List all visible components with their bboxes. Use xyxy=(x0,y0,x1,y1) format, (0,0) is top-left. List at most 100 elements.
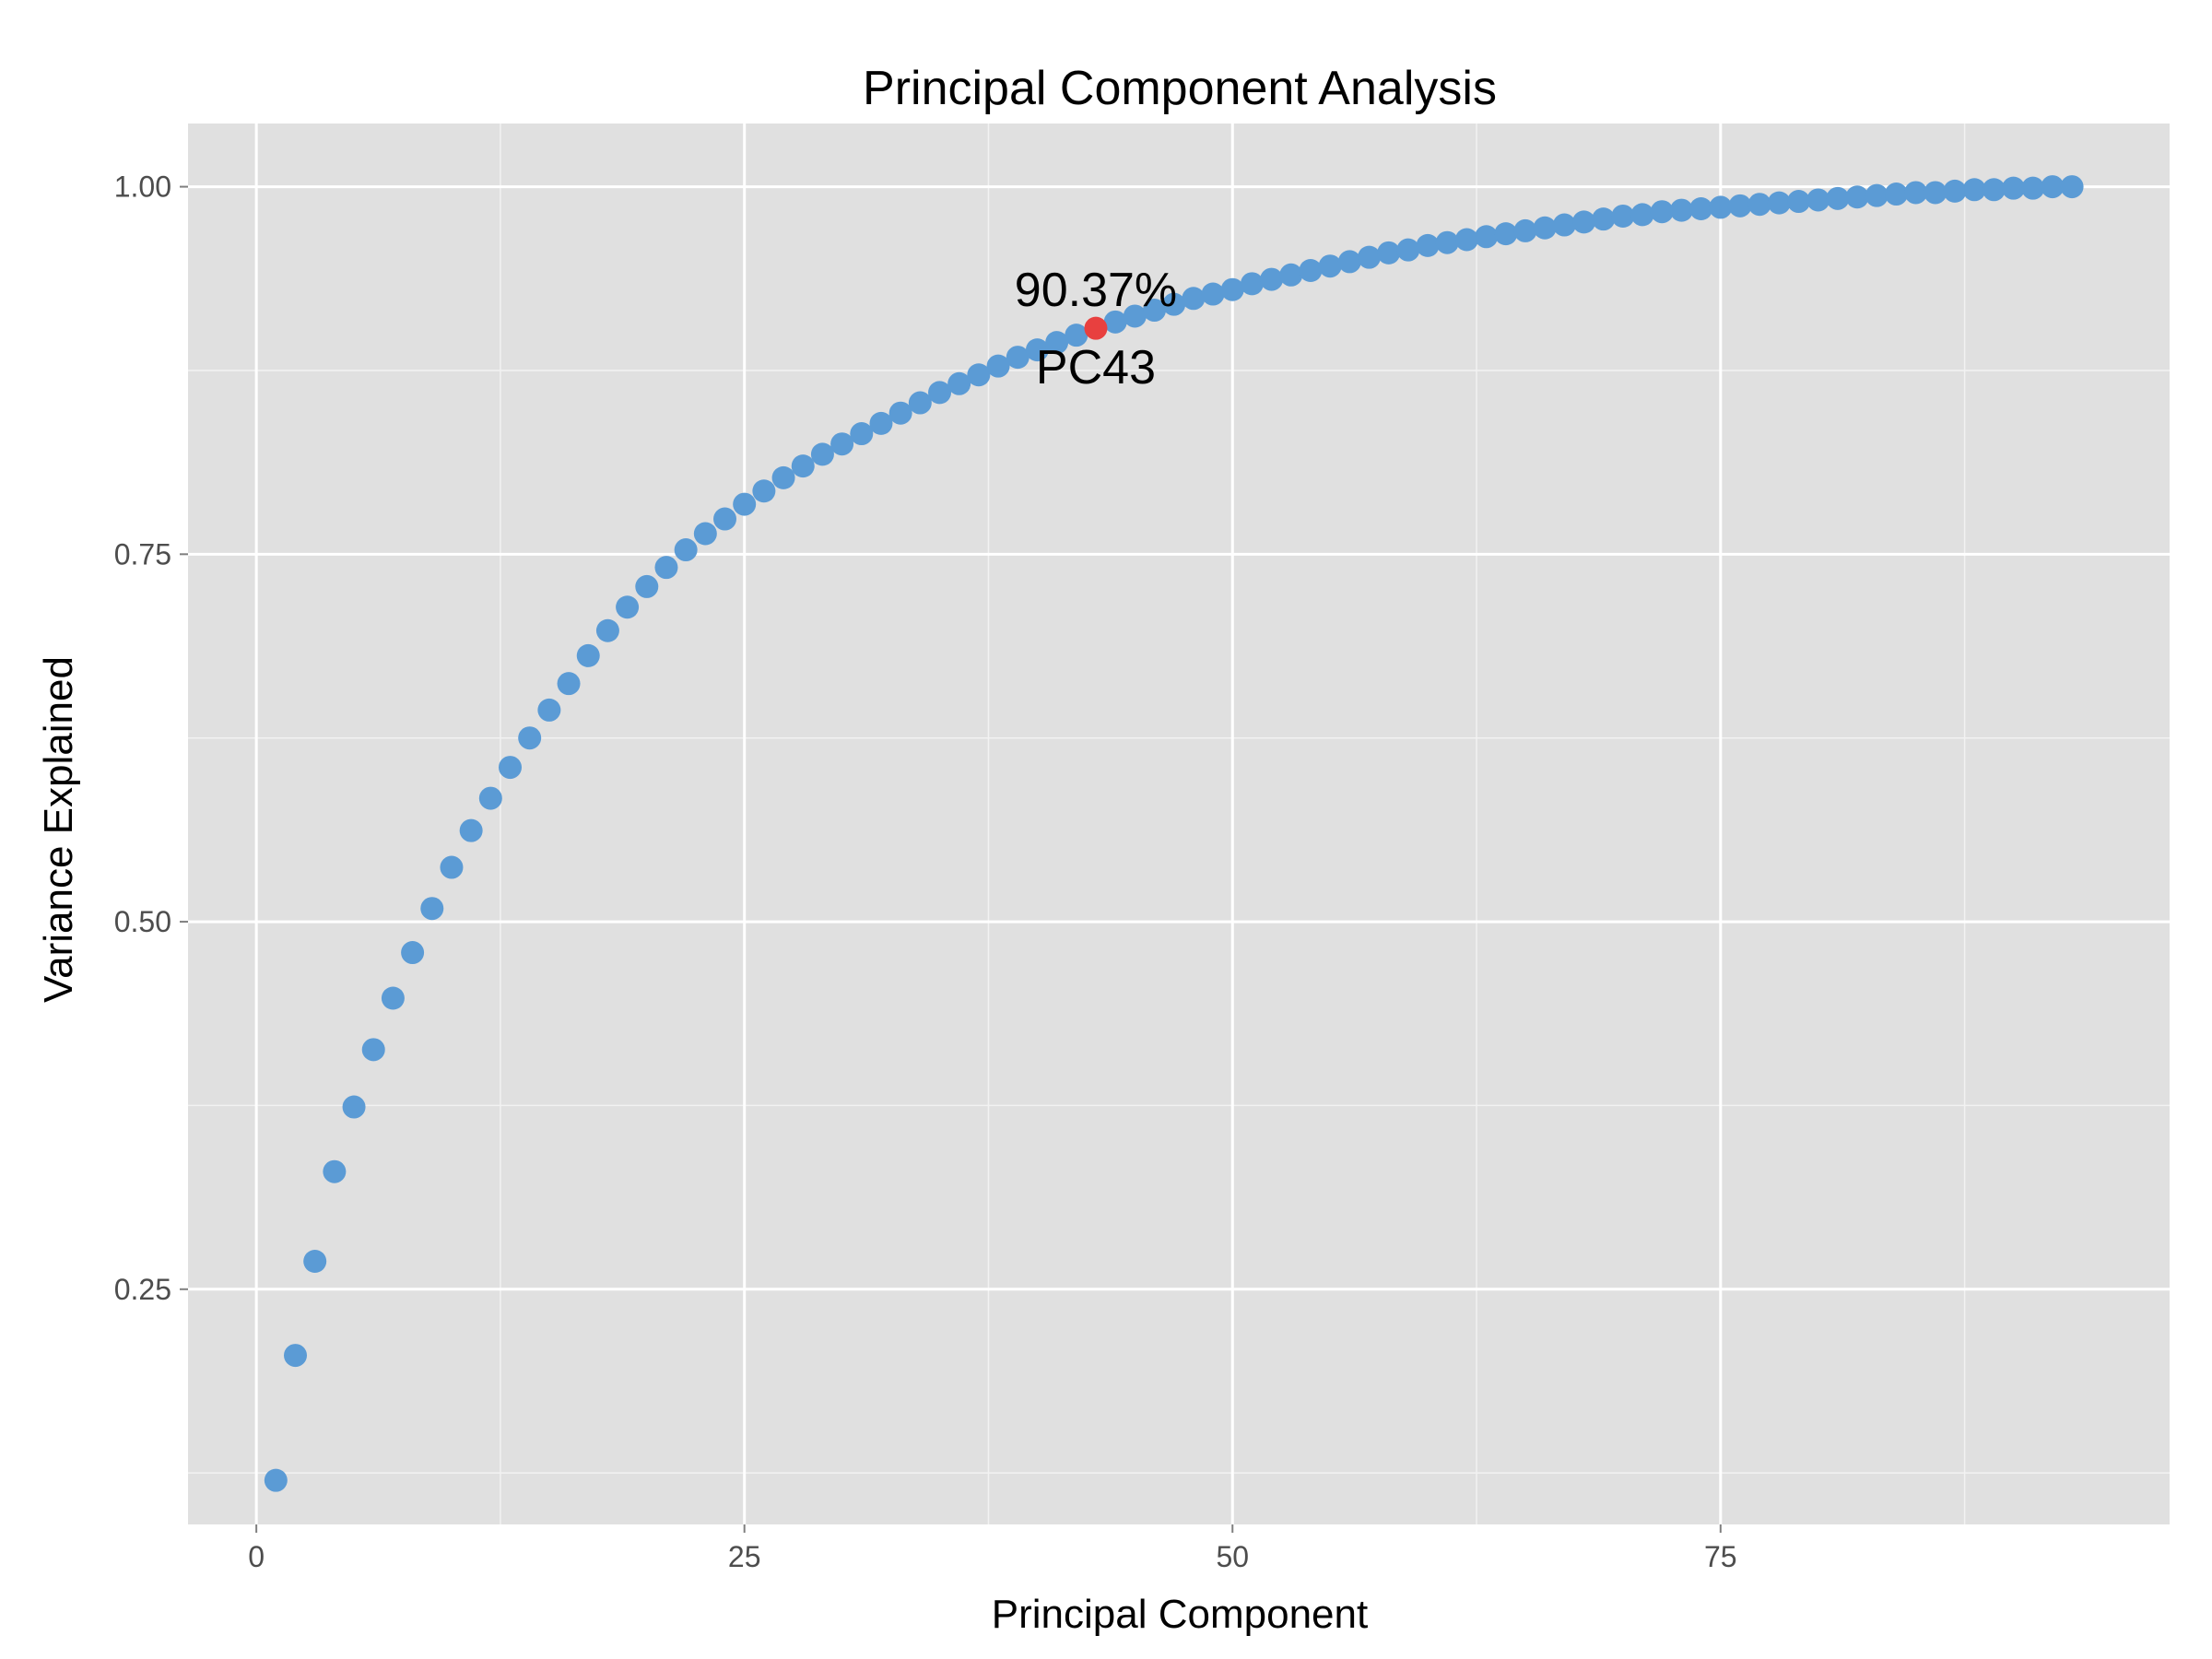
data-point xyxy=(1201,282,1225,306)
data-point xyxy=(674,538,698,562)
data-point xyxy=(654,556,678,580)
data-point xyxy=(1416,233,1440,257)
data-point xyxy=(1806,188,1830,212)
y-tick-label: 0.50 xyxy=(114,905,171,938)
data-point xyxy=(1924,181,1947,205)
data-point xyxy=(1006,346,1030,370)
highlight-group: 90.37% PC43 xyxy=(1015,264,1177,394)
data-point xyxy=(830,432,854,456)
data-point xyxy=(1358,245,1382,269)
data-point xyxy=(1240,272,1264,296)
data-point xyxy=(850,422,874,446)
data-point xyxy=(1982,178,2006,202)
data-point xyxy=(1650,200,1674,224)
data-point xyxy=(1396,238,1420,262)
data-point xyxy=(1025,338,1049,362)
highlight-label-pc: PC43 xyxy=(1036,341,1156,394)
data-point xyxy=(1494,222,1518,246)
y-tick-label: 0.75 xyxy=(114,537,171,571)
data-point xyxy=(264,1468,288,1492)
data-point xyxy=(1123,304,1147,328)
chart-title: Principal Component Analysis xyxy=(863,62,1497,115)
data-point xyxy=(420,897,444,921)
data-point xyxy=(810,442,834,466)
data-point xyxy=(2041,175,2065,199)
data-point xyxy=(1943,179,1967,203)
data-point xyxy=(752,479,776,503)
x-tick-label: 25 xyxy=(728,1540,761,1573)
data-point xyxy=(1689,197,1713,221)
y-axis-ticks: 0.25 0.50 0.75 1.00 xyxy=(114,171,188,1306)
data-point xyxy=(499,756,523,780)
data-point xyxy=(1669,198,1693,222)
data-point xyxy=(1182,287,1206,311)
data-point xyxy=(440,855,464,879)
x-axis-ticks: 0 25 50 75 xyxy=(248,1524,1737,1573)
data-point xyxy=(1592,207,1616,231)
data-point xyxy=(303,1250,327,1274)
data-point xyxy=(1787,190,1811,214)
x-axis-title: Principal Component xyxy=(992,1592,1368,1637)
data-point xyxy=(1377,241,1401,265)
data-point xyxy=(1162,292,1186,316)
data-point xyxy=(595,618,619,642)
data-point xyxy=(1826,186,1850,210)
data-point xyxy=(478,786,502,810)
data-point xyxy=(1475,225,1499,249)
x-tick-label: 75 xyxy=(1704,1540,1737,1573)
data-point xyxy=(1533,216,1557,240)
data-point xyxy=(1065,324,1088,347)
y-tick-label: 0.25 xyxy=(114,1273,171,1306)
data-point xyxy=(1318,254,1342,278)
data-point xyxy=(1747,193,1771,217)
data-point xyxy=(284,1344,308,1368)
data-point xyxy=(1435,230,1459,254)
data-point xyxy=(1572,210,1596,234)
data-point xyxy=(635,574,659,598)
data-point xyxy=(1279,263,1303,287)
data-point xyxy=(1904,181,1928,205)
data-point xyxy=(713,507,737,531)
data-point xyxy=(401,941,425,965)
data-point xyxy=(888,401,912,425)
data-point xyxy=(1260,267,1284,291)
data-point xyxy=(1299,258,1323,282)
data-point xyxy=(1103,310,1127,334)
data-point xyxy=(518,726,542,750)
data-point xyxy=(1220,277,1244,301)
data-point xyxy=(1513,218,1537,242)
x-tick-label: 0 xyxy=(248,1540,265,1573)
data-point xyxy=(1611,204,1635,228)
data-point xyxy=(967,363,991,387)
data-point xyxy=(1143,299,1167,323)
data-point xyxy=(928,381,952,405)
data-point xyxy=(2060,175,2084,199)
data-point xyxy=(947,371,971,395)
data-point xyxy=(1884,182,1908,206)
data-point xyxy=(1337,250,1361,274)
data-point xyxy=(1709,195,1733,219)
data-point xyxy=(771,465,795,489)
plot-panel xyxy=(188,124,2170,1524)
data-point xyxy=(537,698,561,722)
data-point xyxy=(459,818,483,842)
data-point xyxy=(1454,228,1478,252)
data-point xyxy=(1045,331,1069,355)
data-point xyxy=(1845,185,1869,209)
data-point xyxy=(576,643,600,667)
data-point xyxy=(323,1159,347,1183)
data-point xyxy=(1728,194,1752,218)
data-point xyxy=(1865,183,1888,207)
data-point xyxy=(869,411,893,435)
data-point xyxy=(1630,203,1654,227)
x-tick-label: 50 xyxy=(1216,1540,1249,1573)
highlight-point xyxy=(1084,316,1108,340)
data-point xyxy=(361,1038,385,1062)
data-point xyxy=(2002,176,2026,200)
y-tick-label: 1.00 xyxy=(114,171,171,204)
data-point xyxy=(381,986,405,1010)
data-point xyxy=(342,1095,366,1119)
data-point xyxy=(908,391,932,415)
data-point xyxy=(2021,176,2045,200)
